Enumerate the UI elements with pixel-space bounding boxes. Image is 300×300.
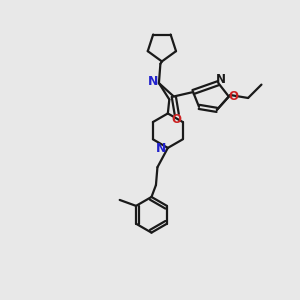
Text: N: N [148,75,158,88]
Text: N: N [156,142,166,155]
Text: O: O [229,90,239,103]
Text: O: O [172,113,182,126]
Text: N: N [216,73,226,86]
